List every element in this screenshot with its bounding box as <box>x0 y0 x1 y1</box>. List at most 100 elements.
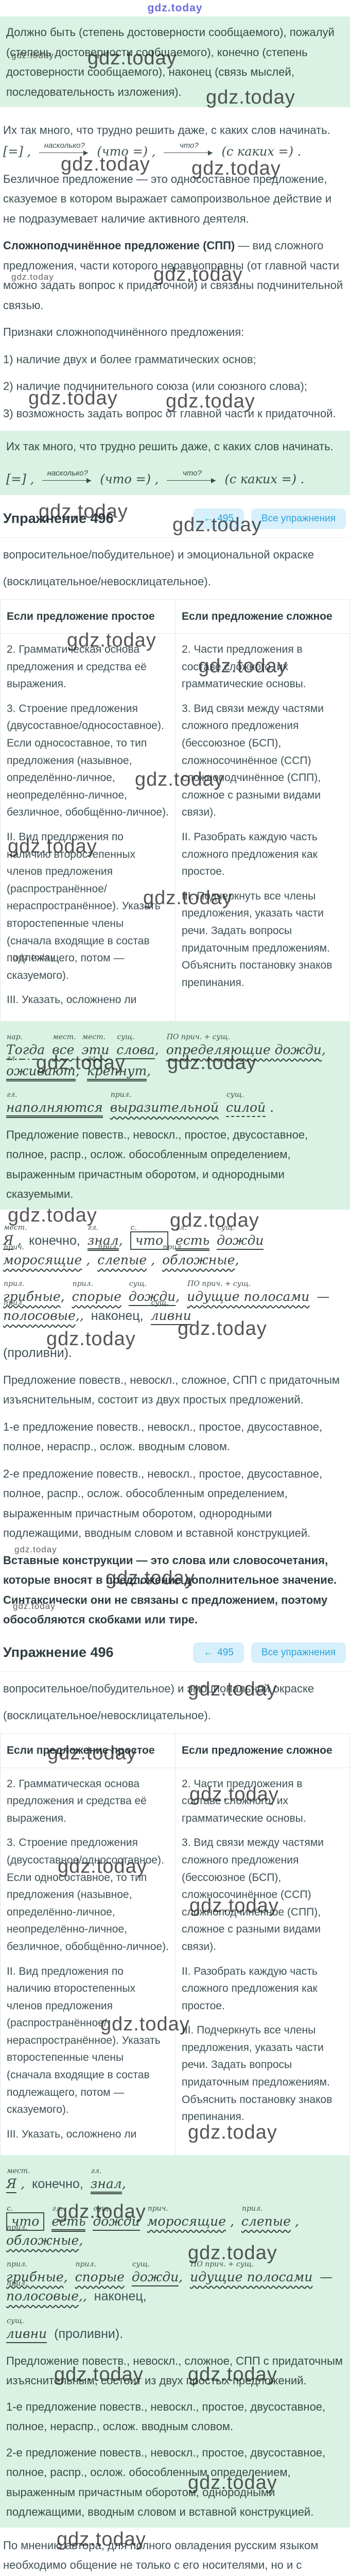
table-item: II. Вид предложения по наличию второстеп… <box>7 831 161 981</box>
part-of-speech-label: прич. <box>147 2204 168 2213</box>
exercise-nav: ← 495 Все упражнения <box>193 508 346 529</box>
scheme-arrow-label: что? <box>182 468 202 478</box>
parse-plan-table: Если предложение простое Если предложени… <box>0 599 350 1021</box>
scheme-arrow-label: насколько? <box>47 468 88 478</box>
part-of-speech-label: мест. <box>4 1223 27 1232</box>
parsed-word: сущ. дожди, <box>128 1280 180 1307</box>
table-item: 2. Части предложения в составе сложного,… <box>182 1777 306 1824</box>
parsed-word: сущ. силой . <box>225 1091 274 1117</box>
priznaki-item: 3) возможность задать вопрос от главной … <box>3 406 336 420</box>
plan-intro-line: вопросительное/побудительное) и эмоциона… <box>3 548 314 561</box>
parsed-word: прил. полосовые,, <box>3 1299 84 1324</box>
plan-intro: вопросительное/побудительное) и эмоциона… <box>0 545 350 592</box>
plan-intro-line: (восклицательное/невосклицательное). <box>3 1709 211 1722</box>
scheme-arrow-icon: насколько? <box>42 469 93 483</box>
arrow-left-icon: ← <box>203 513 214 524</box>
parsed-sentence: мест. Я , конечно, гл. знал, с. что гл. есть сущ.… <box>3 2161 346 2351</box>
part-of-speech-label: прил. <box>7 2223 28 2232</box>
scheme-sentence: Их так много, что трудно решить даже, с … <box>3 124 330 137</box>
site-header: gdz.today <box>0 0 350 16</box>
sentence-analysis: Предложение повеств., невоскл., простое,… <box>6 1128 308 1201</box>
part-of-speech-label: гл. <box>91 2167 102 2176</box>
table-item: III. Подчеркнуть все члены предложения, … <box>182 2024 332 2123</box>
definition-spp-text: — вид сложного предложения, части которо… <box>3 239 343 312</box>
answer-block-scheme: Их так много, что трудно решить даже, с … <box>0 431 350 495</box>
parsed-word: сущ. ливни <box>150 1299 191 1326</box>
prev-exercise-button[interactable]: ← 495 <box>193 508 244 529</box>
prev-exercise-button[interactable]: ← 495 <box>193 1642 244 1663</box>
parsed-word: прил. спорые <box>72 1280 121 1304</box>
table-header-complex: Если предложение сложное <box>175 1733 349 1768</box>
table-cell-complex: 2. Части предложения в составе сложного,… <box>175 634 349 1021</box>
table-item: III. Указать, осложнено ли <box>7 994 137 1006</box>
sentence-analysis: Предложение повеств., невоскл., сложное,… <box>6 2354 343 2387</box>
parsed-word: прил. грибные, <box>6 2260 68 2285</box>
part-of-speech-label: ПО прич. + сущ. <box>190 2260 254 2269</box>
parsed-word: гл. есть <box>51 2205 86 2232</box>
parsed-word: ПО прич. + сущ. идущие полосами <box>187 1280 310 1304</box>
parsed-word: — <box>317 1289 330 1304</box>
parsed-word: ПО прич. + сущ. идущие полосами <box>190 2260 313 2285</box>
table-cell-complex: 2. Части предложения в составе сложного,… <box>175 1768 349 2156</box>
part-of-speech-label: сущ. <box>93 2204 111 2213</box>
scheme-arrow-icon: что? <box>164 141 214 156</box>
table-item: II. Разобрать каждую часть сложного пред… <box>182 1965 318 2012</box>
arrow-left-icon: ← <box>203 1647 214 1658</box>
parsed-word: (проливни). <box>3 1345 72 1360</box>
table-item: 2. Грамматическая основа предложения и с… <box>7 1777 147 1824</box>
scheme-part: (с каких =) . <box>224 471 305 486</box>
part-of-speech-label: гл. <box>7 1091 18 1099</box>
priznaki-item: 1) наличие двух и более грамматических о… <box>3 352 256 366</box>
answer-block-vvodnye: Должно быть (степень достоверности сообщ… <box>0 16 350 107</box>
parsed-word: с. что <box>6 2205 45 2231</box>
part-of-speech-label: сущ. <box>226 1091 244 1099</box>
scheme-sentence: Их так много, что трудно решить даже, с … <box>6 440 334 453</box>
parsed-word: мест. Я , <box>3 1224 27 1250</box>
parsed-sentence: мест. Я , конечно, гл. знал, с. что гл. есть сущ.… <box>0 1218 350 1370</box>
parsed-word: — <box>320 2269 333 2285</box>
parsed-word: мест. эти <box>81 1032 110 1057</box>
answer-text: Должно быть (степень достоверности сообщ… <box>6 26 335 98</box>
exercise-header: Упражнение 496 ← 495 Все упражнения <box>0 503 350 538</box>
part-of-speech-label: прил. <box>163 1243 184 1251</box>
part-of-speech-label: мест. <box>52 1032 76 1041</box>
parsed-word: прил. слепые , <box>97 1243 155 1267</box>
parsed-word: прил. обложные, <box>6 2223 83 2248</box>
site-logo[interactable]: gdz.today <box>147 2 203 14</box>
part-of-speech-label: ПО прич. + сущ. <box>187 1280 251 1289</box>
prev-exercise-number: 495 <box>217 1647 234 1658</box>
table-item: II. Вид предложения по наличию второстеп… <box>7 1965 161 2116</box>
scheme-main: [=] , <box>6 471 34 486</box>
table-item: 2. Грамматическая основа предложения и с… <box>7 643 147 690</box>
parsed-word: мест. все <box>52 1032 76 1057</box>
parsed-word: конечно, <box>29 1233 80 1248</box>
parsed-word: конечно, <box>32 2177 83 2192</box>
part-of-speech-label: прил. <box>72 1280 93 1289</box>
parsed-word: сущ. слова, <box>116 1033 159 1059</box>
scheme-line: [=] , насколько? (что =) , что? (с каких… <box>6 463 343 490</box>
parsed-word: гл. знал, <box>90 2167 126 2195</box>
part-of-speech-label: сущ. <box>217 1223 235 1232</box>
sentence-analysis: 2-е предложение повеств., невоскл., прос… <box>3 1467 323 1540</box>
part-of-speech-label: прич. <box>4 1243 25 1251</box>
parsed-word: с. что <box>130 1224 168 1250</box>
part-of-speech-label: гл. <box>52 2204 63 2213</box>
parsed-word: гл. есть <box>176 1224 210 1251</box>
parsed-word: сущ. дожди <box>93 2205 140 2231</box>
page-title: Упражнение 496 <box>3 511 114 526</box>
part-of-speech-label: сущ. <box>117 1032 135 1041</box>
summary-section: По мнению автора, для полного овладения … <box>0 2536 350 2576</box>
all-exercises-button[interactable]: Все упражнения <box>251 508 346 529</box>
part-of-speech-label: сущ. <box>132 2260 150 2269</box>
answer-parsed-sentence-1: нар. Тогда мест. все мест. эти сущ. слова, ПО пр… <box>0 1021 350 1210</box>
answer-parsed-sentence-2: мест. Я , конечно, гл. знал, с. что гл. есть сущ.… <box>0 2155 350 2528</box>
parsed-sentence-2-section: мест. Я , конечно, гл. знал, с. что гл. есть сущ.… <box>0 1218 350 1630</box>
parse-plan-table: Если предложение простое Если предложени… <box>0 1733 350 2156</box>
parsed-word: прил. спорые <box>75 2260 125 2285</box>
table-header-simple: Если предложение простое <box>1 600 175 634</box>
page-title: Упражнение 496 <box>3 1645 114 1660</box>
all-exercises-button[interactable]: Все упражнения <box>251 1642 346 1663</box>
exercise-header: Упражнение 496 ← 495 Все упражнения <box>0 1637 350 1672</box>
parsed-word: прил. обложные, <box>162 1243 239 1267</box>
